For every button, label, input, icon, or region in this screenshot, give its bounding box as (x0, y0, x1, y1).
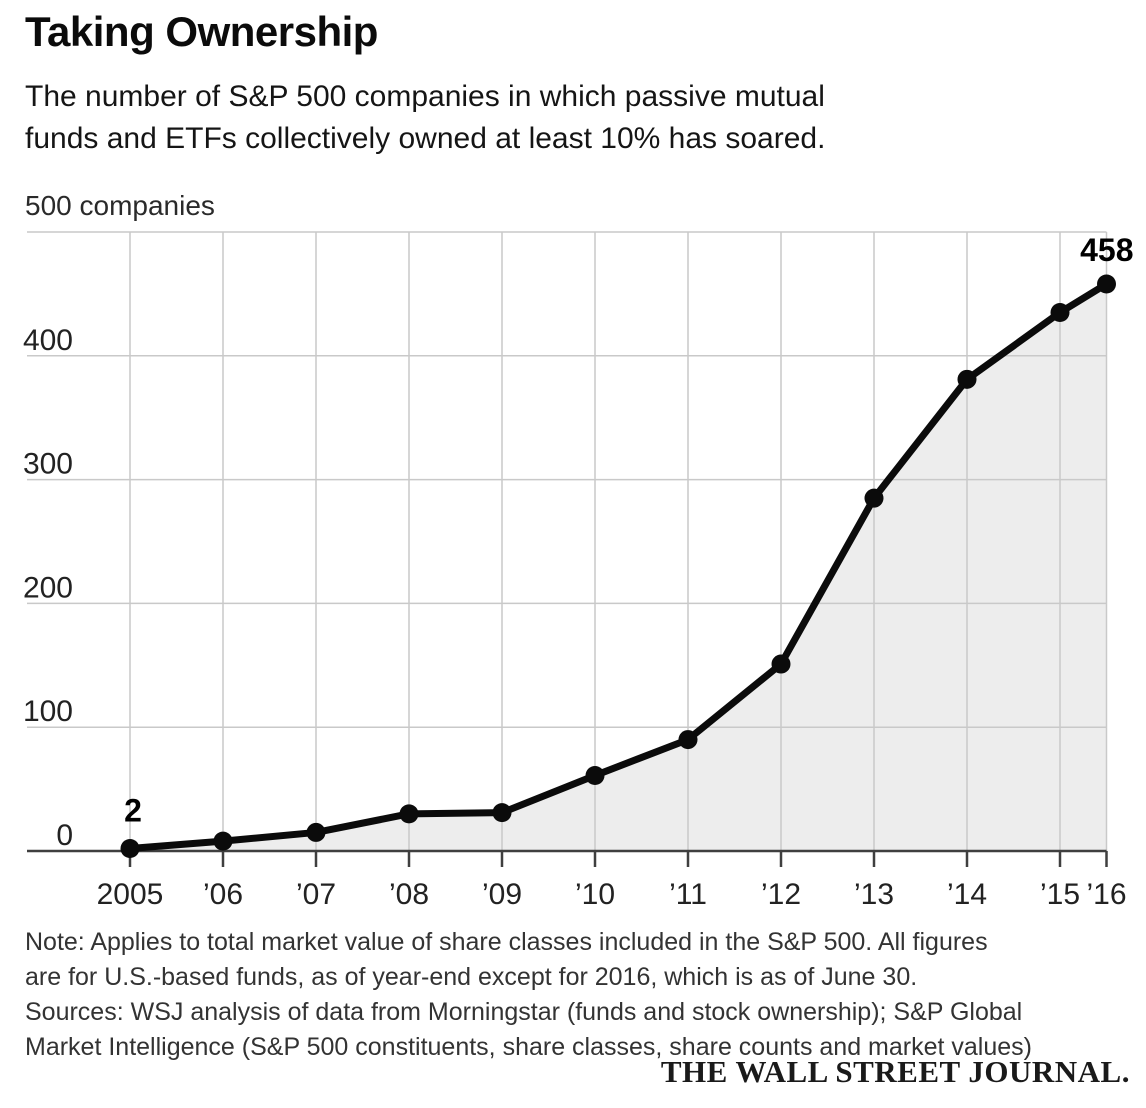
data-point (213, 831, 233, 851)
x-tick-label: ’09 (482, 878, 522, 911)
data-point (120, 839, 140, 859)
y-tick-label: 300 (23, 448, 73, 481)
x-tick-label: ’11 (669, 878, 707, 911)
data-point-label: 2 (124, 793, 142, 829)
chart: 0 100 200 300 400 2005 ’06 ’07 ’08 ’09 ’10 ’11 ’12 ’1… (0, 225, 1146, 915)
y-tick-label: 100 (23, 695, 73, 728)
subtitle-line-1: The number of S&P 500 companies in which… (25, 80, 825, 113)
data-line (126, 280, 1110, 853)
x-tick-label: ’14 (947, 878, 987, 911)
subtitle-line-2: funds and ETFs collectively owned at lea… (25, 122, 826, 155)
chart-subtitle: The number of S&P 500 companies in which… (25, 76, 825, 160)
x-tick-label: ’13 (854, 878, 894, 911)
page-title: Taking Ownership (25, 8, 378, 55)
y-tick-label: 200 (23, 571, 73, 604)
x-tick-label: ’16 (1086, 878, 1126, 911)
area-line-chart: 0 100 200 300 400 2005 ’06 ’07 ’08 ’09 ’10 ’11 ’12 ’1… (23, 231, 1134, 911)
x-tick-label: 2005 (97, 878, 164, 911)
y-tick-label: 0 (56, 819, 73, 852)
data-point (864, 488, 884, 508)
x-tick-label: ’10 (575, 878, 615, 911)
data-point (957, 369, 977, 389)
chart-footnotes: Note: Applies to total market value of s… (25, 925, 1032, 1065)
source-line-1: Sources: WSJ analysis of data from Morni… (25, 998, 1023, 1026)
area-fill (130, 283, 1107, 852)
source-line-2: Market Intelligence (S&P 500 constituent… (25, 1033, 1032, 1061)
wsj-logo: THE WALL STREET JOURNAL. (660, 1054, 1130, 1089)
x-tick-label: ’12 (761, 878, 801, 911)
data-point (585, 765, 605, 785)
y-axis-unit-label: 500 companies (25, 190, 215, 221)
x-tick-label: ’15 (1040, 878, 1080, 911)
data-point (492, 803, 512, 823)
data-point (678, 730, 698, 750)
x-tick-label: ’07 (296, 878, 336, 911)
data-point (1050, 302, 1070, 322)
x-tick-label: ’06 (203, 878, 243, 911)
x-tick-label: ’08 (389, 878, 429, 911)
y-tick-label: 400 (23, 324, 73, 357)
data-point (399, 804, 419, 824)
data-point (306, 822, 326, 842)
data-point-label: 458 (1080, 232, 1133, 268)
data-point (1097, 274, 1116, 294)
note-line-2: are for U.S.-based funds, as of year-end… (25, 963, 918, 991)
data-point (771, 654, 791, 674)
note-line-1: Note: Applies to total market value of s… (25, 928, 988, 956)
